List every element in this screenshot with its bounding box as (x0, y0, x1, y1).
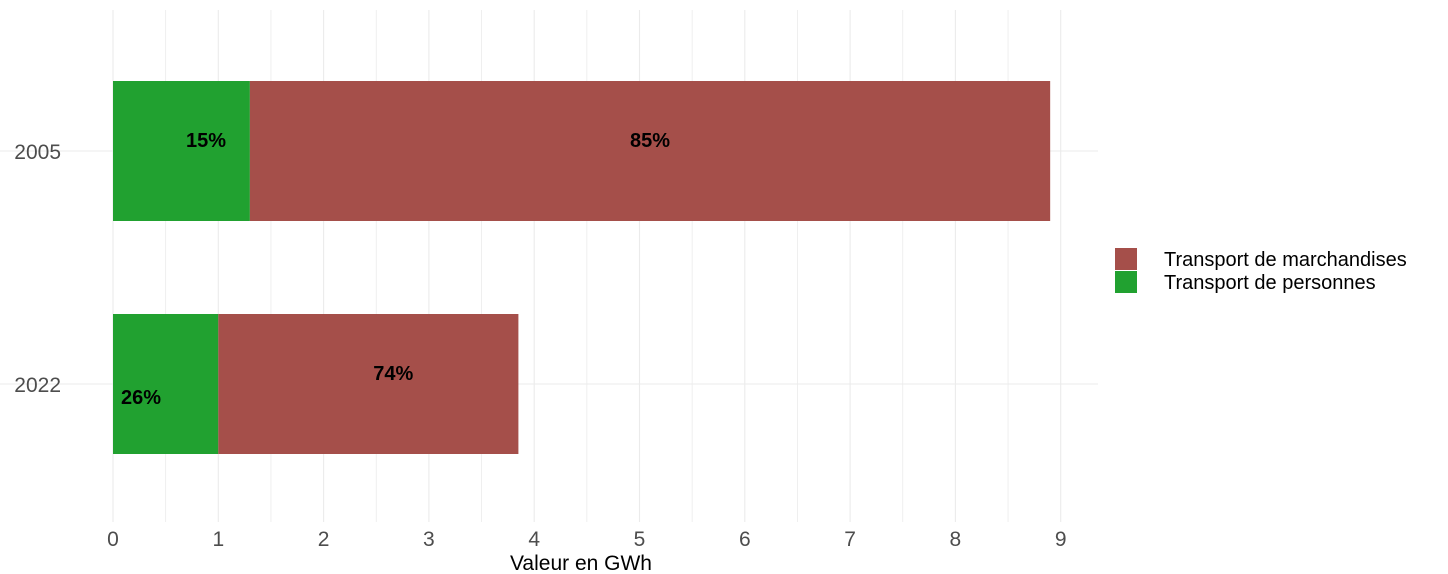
bar-segment (113, 81, 250, 221)
bar-segment (249, 81, 1051, 221)
legend-label: Transport de marchandises (1164, 249, 1407, 271)
legend-swatch (1115, 271, 1137, 293)
data-label: 26% (121, 387, 161, 409)
bars (113, 81, 1051, 454)
data-label: 15% (186, 130, 226, 152)
data-label: 74% (373, 363, 413, 385)
x-axis-title: Valeur en GWh (510, 552, 652, 574)
x-tick-label: 2 (318, 528, 330, 551)
bar-segment (113, 314, 219, 454)
legend-swatch (1115, 248, 1137, 270)
y-tick-label: 2022 (14, 374, 61, 397)
bar-segment (218, 314, 519, 454)
x-tick-label: 6 (739, 528, 751, 551)
x-tick-label: 4 (528, 528, 540, 551)
x-tick-label: 9 (1055, 528, 1067, 551)
data-labels: 15% 85% 26% 74% (121, 130, 670, 409)
x-axis: 0 1 2 3 4 5 6 7 8 9 (107, 528, 1066, 551)
x-tick-label: 5 (634, 528, 646, 551)
y-axis: 2005 2022 (14, 141, 61, 397)
data-label: 85% (630, 130, 670, 152)
x-tick-label: 1 (212, 528, 224, 551)
x-tick-label: 0 (107, 528, 119, 551)
legend-label: Transport de personnes (1164, 272, 1376, 294)
y-tick-label: 2005 (14, 141, 61, 164)
x-tick-label: 3 (423, 528, 435, 551)
x-tick-label: 8 (950, 528, 962, 551)
x-tick-label: 7 (844, 528, 856, 551)
